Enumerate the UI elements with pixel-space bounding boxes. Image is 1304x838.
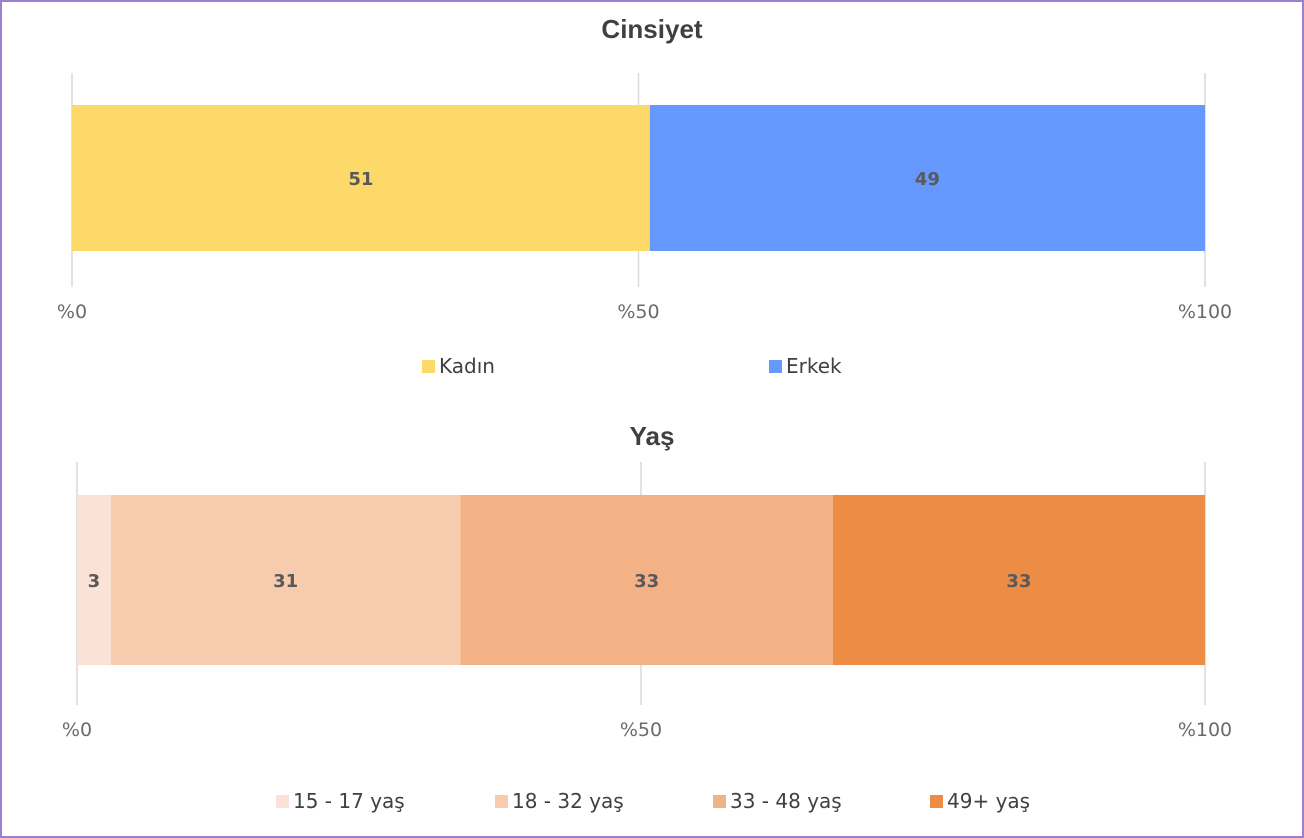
data-label: 3: [88, 571, 101, 592]
legend-swatch: [495, 795, 508, 808]
bar-segment-1: [77, 495, 111, 665]
legend-swatch: [276, 795, 289, 808]
bar-segment-3: [460, 495, 833, 665]
legend-swatch: [422, 360, 435, 373]
data-label: 33: [634, 571, 659, 592]
data-label: 49: [915, 169, 940, 190]
legend-label: 15 - 17 yaş: [293, 789, 405, 813]
data-label: 33: [1006, 571, 1031, 592]
legend-label: Kadın: [439, 354, 495, 378]
bar-segment-1: [72, 105, 650, 251]
tick-label: %50: [620, 719, 662, 741]
chart-title: Cinsiyet: [601, 14, 702, 44]
tick-label: %50: [617, 301, 659, 323]
tick-label: %100: [1178, 301, 1232, 323]
legend-swatch: [930, 795, 943, 808]
legend-label: 18 - 32 yaş: [512, 789, 624, 813]
legend-swatch: [769, 360, 782, 373]
legend-label: Erkek: [786, 354, 842, 378]
tick-label: %100: [1178, 719, 1232, 741]
bar-segment-2: [649, 105, 1205, 251]
legend-label: 33 - 48 yaş: [730, 789, 842, 813]
data-label: 51: [348, 169, 373, 190]
data-label: 31: [273, 571, 298, 592]
legend-swatch: [713, 795, 726, 808]
chart-title: Yaş: [630, 421, 675, 451]
tick-label: %0: [62, 719, 92, 741]
legend-label: 49+ yaş: [947, 789, 1030, 813]
bar-segment-2: [110, 495, 461, 665]
tick-label: %0: [57, 301, 87, 323]
bar-segment-4: [832, 495, 1205, 665]
